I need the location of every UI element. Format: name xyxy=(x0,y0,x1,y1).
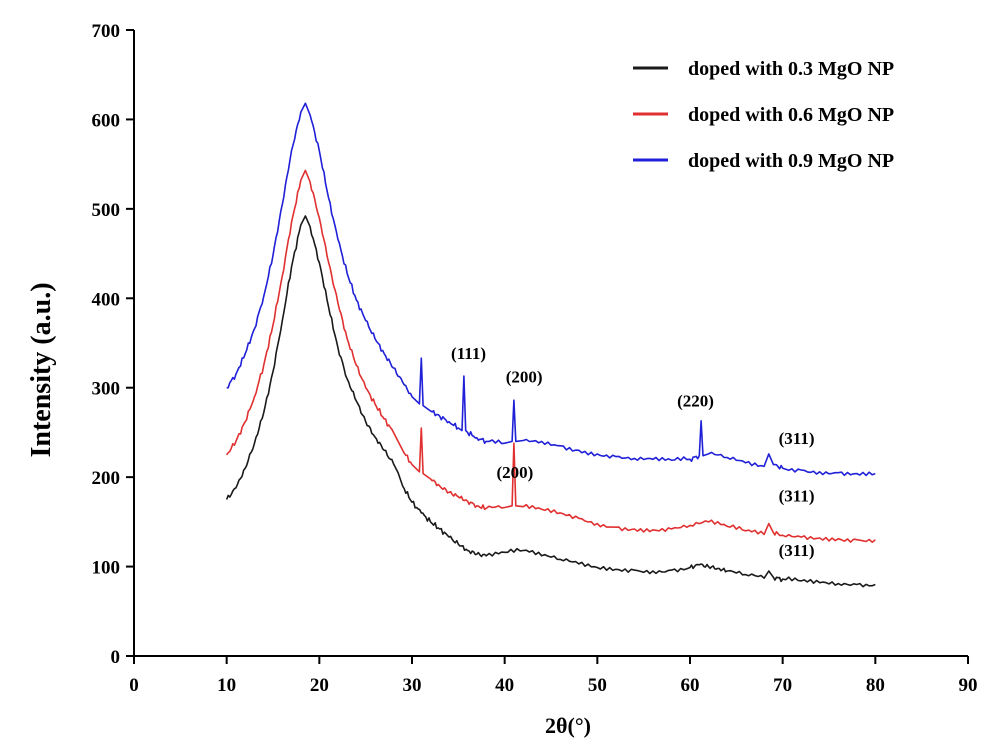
y-axis-title: Intensity (a.u.) xyxy=(26,282,57,457)
x-tick-label: 30 xyxy=(403,675,422,696)
x-tick-label: 10 xyxy=(217,675,236,696)
annotations-layer: (111) (200) (220) (311) (200) (311) (311) xyxy=(451,344,814,560)
series-line-2 xyxy=(226,169,876,543)
peak-annotation: (220) xyxy=(677,391,714,410)
y-ticks: 0 100 200 300 400 500 600 700 xyxy=(92,21,134,668)
x-tick-label: 80 xyxy=(866,675,885,696)
y-tick-label: 200 xyxy=(92,468,121,489)
legend: doped with 0.3 MgO NP doped with 0.6 MgO … xyxy=(633,58,894,172)
x-tick-label: 70 xyxy=(773,675,792,696)
x-axis-title: 2θ(°) xyxy=(545,713,591,738)
series-line-3 xyxy=(226,102,876,477)
peak-annotation: (200) xyxy=(506,367,543,386)
y-tick-label: 600 xyxy=(92,110,121,131)
x-tick-label: 20 xyxy=(310,675,329,696)
y-tick-label: 100 xyxy=(92,558,121,579)
peak-annotation: (311) xyxy=(779,429,815,448)
peak-annotation: (111) xyxy=(451,344,486,363)
y-tick-label: 300 xyxy=(92,379,121,400)
x-tick-label: 0 xyxy=(129,675,139,696)
x-tick-label: 60 xyxy=(681,675,700,696)
series-layer xyxy=(225,102,876,588)
chart-axes: 0 10 20 30 40 50 60 70 80 90 0 100 200 300 400 500 600 7… xyxy=(92,21,978,696)
y-tick-label: 700 xyxy=(92,21,121,42)
x-tick-label: 40 xyxy=(495,675,514,696)
x-tick-label: 50 xyxy=(588,675,607,696)
series-line-1 xyxy=(225,215,876,588)
legend-label: doped with 0.9 MgO NP xyxy=(688,150,894,172)
peak-annotation: (311) xyxy=(779,486,815,505)
peak-annotation: (200) xyxy=(496,463,533,482)
y-tick-label: 0 xyxy=(111,647,121,668)
peak-annotation: (311) xyxy=(779,541,815,560)
x-ticks: 0 10 20 30 40 50 60 70 80 90 xyxy=(129,656,978,696)
legend-label: doped with 0.6 MgO NP xyxy=(688,104,894,126)
y-tick-label: 500 xyxy=(92,200,121,221)
legend-label: doped with 0.3 MgO NP xyxy=(688,58,894,80)
x-tick-label: 90 xyxy=(959,675,978,696)
y-tick-label: 400 xyxy=(92,289,121,310)
